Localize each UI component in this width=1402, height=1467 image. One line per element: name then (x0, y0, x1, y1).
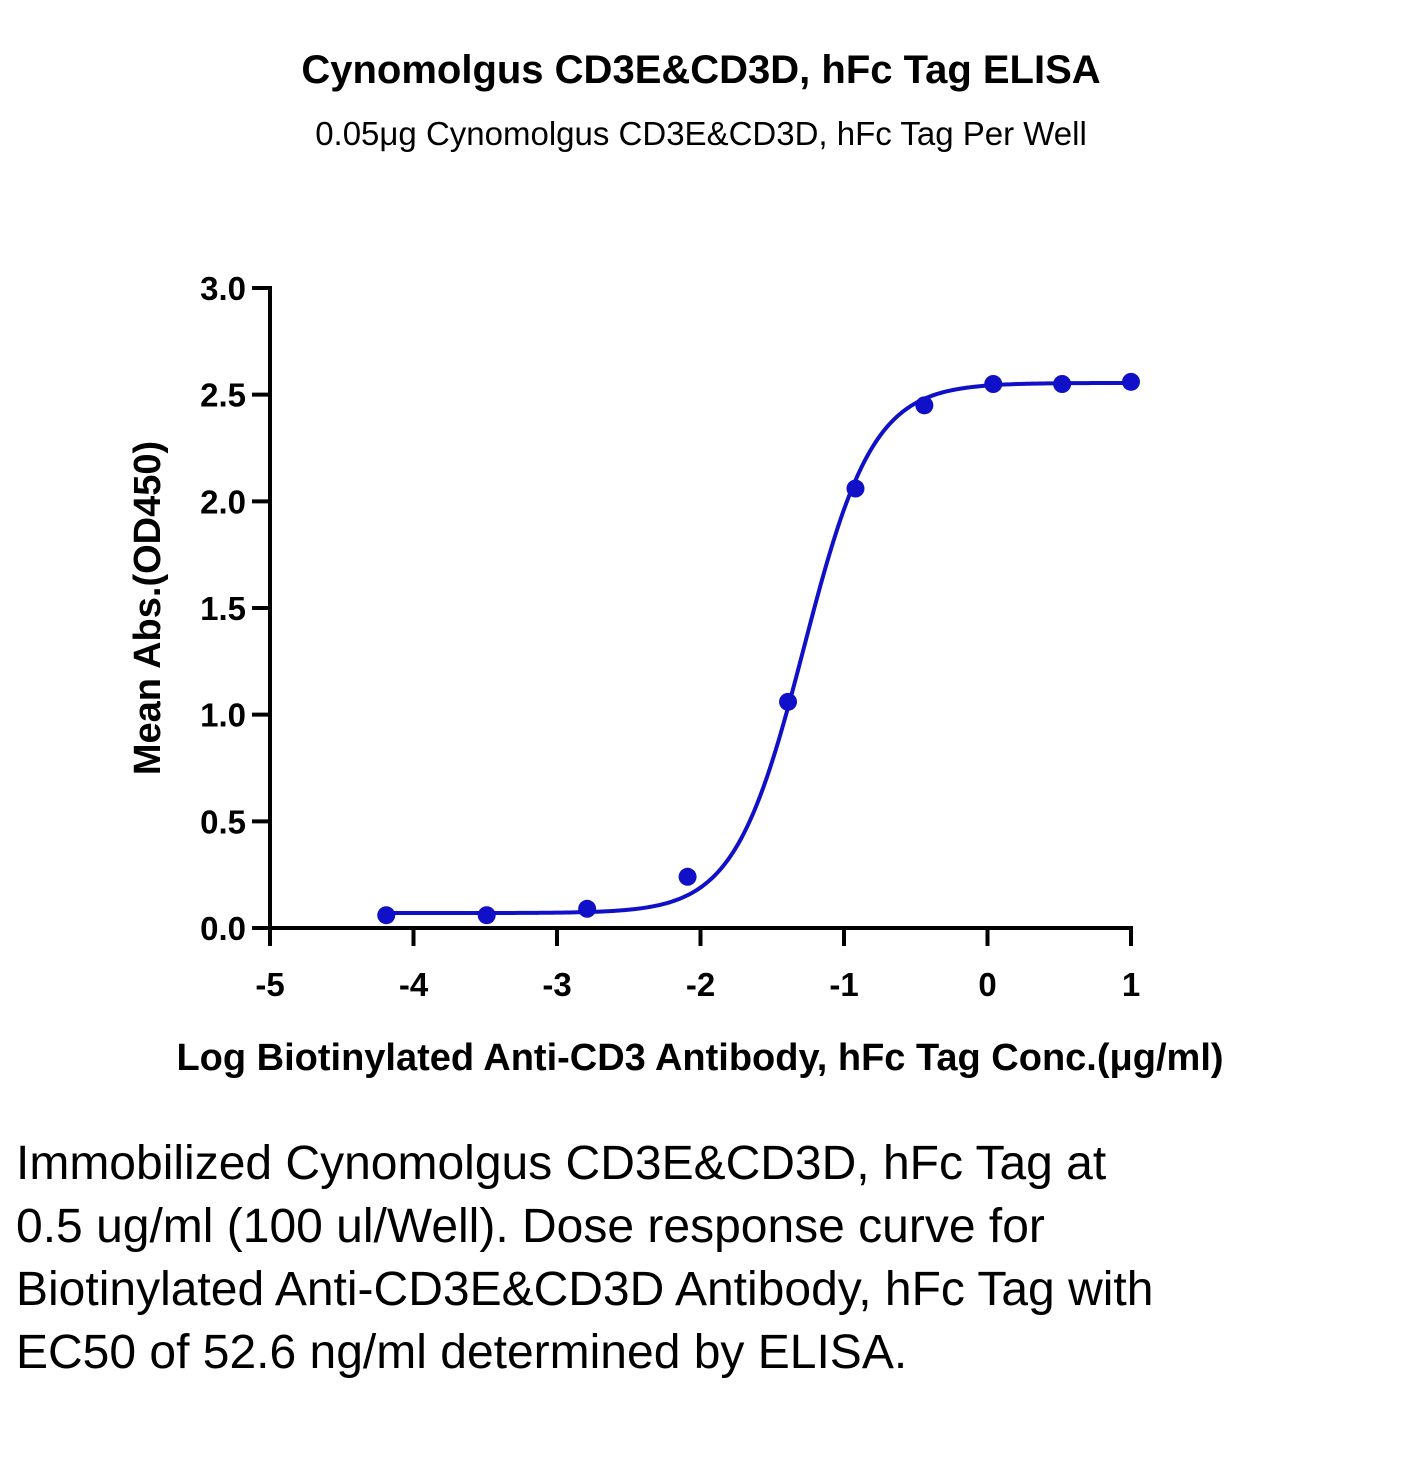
y-tick-label: 2.0 (200, 483, 246, 520)
fit-curve-group (386, 380, 1131, 916)
y-tick-label: 1.0 (200, 697, 246, 734)
data-point (779, 692, 798, 711)
fit-curve (386, 380, 1131, 916)
data-point (984, 375, 1003, 393)
data-point (678, 867, 697, 886)
data-points (377, 372, 1140, 925)
chart-title: Cynomolgus CD3E&CD3D, hFc Tag ELISA (301, 48, 1101, 92)
x-tick-label: -5 (255, 966, 284, 1003)
elisa-chart: 0.0 0.5 1.0 1.5 2.0 2.5 3.0 -5 -4 -3 -2 -1 0 1 Mean … (127, 270, 1224, 1079)
chart-subtitle: 0.05μg Cynomolgus CD3E&CD3D, hFc Tag Per… (315, 115, 1087, 152)
x-tick-label: 1 (1122, 966, 1140, 1003)
y-tick-label: 3.0 (200, 270, 246, 307)
y-tick-label: 1.5 (200, 590, 246, 627)
x-tick-label: -1 (829, 966, 858, 1003)
x-axis: -5 -4 -3 -2 -1 0 1 (255, 926, 1140, 1003)
x-tick-label: -4 (399, 966, 429, 1003)
x-tick-label: -2 (686, 966, 715, 1003)
data-point (578, 899, 597, 918)
data-point (377, 906, 396, 925)
x-tick-label: -3 (542, 966, 571, 1003)
y-axis-label: Mean Abs.(OD450) (127, 441, 169, 775)
y-tick-label: 2.5 (200, 377, 246, 414)
data-point (915, 396, 934, 415)
data-point (1053, 375, 1072, 393)
y-tick-label: 0.5 (200, 803, 246, 840)
data-point (846, 479, 865, 498)
data-point (477, 906, 496, 925)
x-axis-label: Log Biotinylated Anti-CD3 Antibody, hFc … (176, 1037, 1223, 1079)
figure-caption: Immobilized Cynomolgus CD3E&CD3D, hFc Ta… (16, 1137, 1154, 1379)
x-tick-label: 0 (978, 966, 996, 1003)
y-axis: 0.0 0.5 1.0 1.5 2.0 2.5 3.0 (200, 270, 272, 947)
data-point (1122, 372, 1140, 391)
y-tick-label: 0.0 (200, 910, 246, 947)
